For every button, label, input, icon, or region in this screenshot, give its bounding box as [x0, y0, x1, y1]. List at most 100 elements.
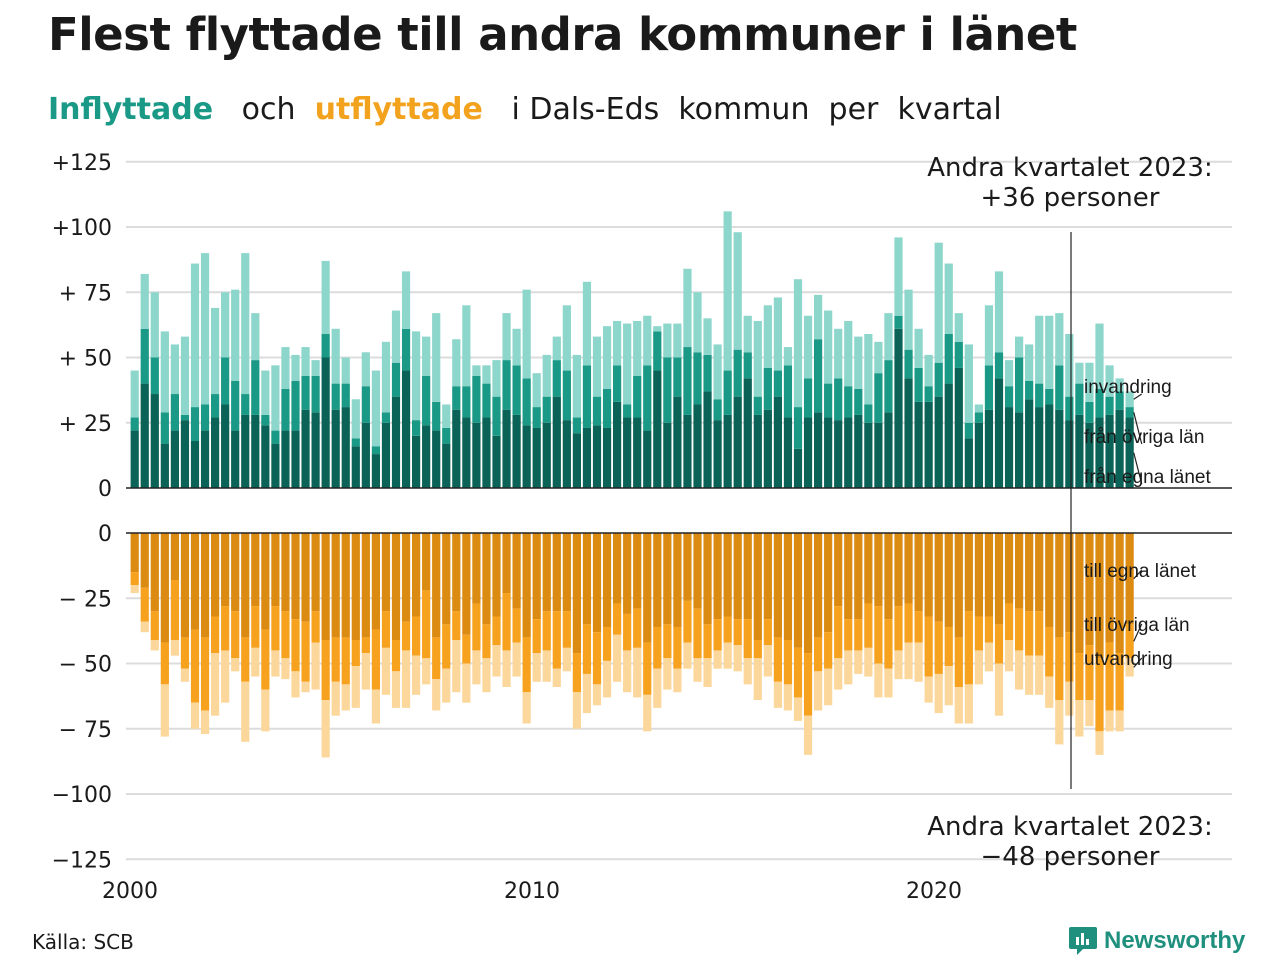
bar-in-own-county	[874, 422, 883, 488]
bar-in-immigration	[341, 357, 350, 384]
bar-in-immigration	[994, 271, 1004, 353]
bar-in-own-county	[301, 409, 310, 488]
bar-out-other-county	[502, 593, 511, 651]
bar-out-other-county	[1125, 624, 1134, 659]
bar-out-other-county	[613, 603, 622, 635]
bar-out-own-county	[1095, 533, 1104, 659]
bar-in-own-county	[723, 414, 732, 488]
bar-in-other-county	[1065, 396, 1074, 421]
bar-out-other-county	[1015, 608, 1024, 651]
bar-out-other-county	[1025, 611, 1034, 656]
chart-title: Flest flyttade till andra kommuner i län…	[48, 8, 1077, 61]
bar-out-own-county	[442, 533, 451, 625]
bar-in-other-county	[753, 396, 762, 415]
bar-in-own-county	[200, 430, 210, 488]
grid-lines	[126, 160, 1232, 861]
bar-out-other-county	[271, 606, 280, 651]
bar-out-own-county	[733, 533, 742, 620]
y-tick-label: 0	[98, 522, 112, 547]
bar-in-immigration	[793, 279, 803, 408]
bar-in-own-county	[673, 396, 682, 488]
bar-out-other-county	[653, 626, 662, 669]
bar-in-own-county	[341, 407, 350, 488]
bar-out-own-county	[864, 533, 873, 604]
bar-in-own-county	[1085, 422, 1094, 488]
bar-out-emigration	[552, 668, 561, 687]
bar-in-immigration	[1065, 334, 1074, 397]
bar-out-own-county	[391, 533, 401, 641]
bar-in-other-county	[211, 394, 220, 418]
bar-in-immigration	[934, 242, 943, 363]
bar-in-other-county	[140, 328, 149, 384]
bar-in-own-county	[401, 370, 411, 488]
newsworthy-logo[interactable]: Newsworthy	[1068, 924, 1245, 958]
bar-in-immigration	[361, 352, 370, 387]
bar-in-own-county	[653, 370, 662, 488]
bar-in-immigration	[311, 360, 320, 376]
bar-in-immigration	[824, 310, 833, 384]
bar-in-own-county	[130, 430, 139, 488]
bar-out-other-county	[894, 606, 903, 651]
bar-in-other-county	[200, 404, 210, 431]
bar-out-other-county	[693, 608, 702, 659]
bar-out-other-county	[412, 616, 421, 656]
bar-in-own-county	[1115, 409, 1124, 488]
bar-in-own-county	[954, 367, 963, 488]
bar-in-other-county	[391, 362, 401, 397]
bar-in-immigration	[241, 253, 250, 395]
bar-in-own-county	[974, 422, 983, 488]
subtitle-utflyttade: utflyttade	[314, 92, 483, 127]
bar-in-immigration	[1075, 362, 1084, 384]
bar-in-other-county	[1125, 407, 1134, 418]
bar-in-own-county	[241, 414, 250, 488]
bar-in-other-county	[693, 352, 702, 405]
annotation-bottom-line1: Andra kvartalet 2023:	[927, 812, 1212, 842]
bar-in-own-county	[321, 357, 330, 488]
bar-out-other-county	[281, 611, 290, 659]
bar-out-other-county	[964, 611, 973, 685]
bar-in-other-county	[160, 412, 169, 444]
y-tick-label: − 25	[59, 587, 112, 612]
bar-out-own-county	[984, 533, 994, 617]
bar-out-emigration	[281, 658, 290, 680]
bar-out-own-county	[643, 533, 652, 643]
bar-in-own-county	[984, 409, 994, 488]
bar-out-emigration	[773, 681, 782, 708]
bar-out-own-county	[633, 533, 642, 609]
bar-out-emigration	[211, 653, 220, 716]
bar-out-other-county	[190, 629, 200, 703]
bar-in-immigration	[200, 253, 210, 405]
bar-in-immigration	[834, 328, 843, 379]
bar-out-emigration	[653, 668, 662, 708]
bar-out-emigration	[442, 668, 451, 703]
bar-out-own-county	[251, 533, 260, 607]
bar-in-other-county	[834, 378, 843, 421]
bar-out-own-county	[894, 533, 903, 607]
bar-in-other-county	[854, 388, 863, 415]
bar-out-emigration	[974, 650, 983, 685]
bar-out-emigration	[673, 668, 682, 693]
bar-out-other-county	[361, 637, 370, 654]
bar-in-immigration	[753, 320, 762, 397]
bar-out-emigration	[1095, 731, 1104, 755]
bar-in-own-county	[914, 401, 923, 488]
bar-out-own-county	[743, 533, 752, 620]
bar-in-other-county	[914, 367, 923, 402]
bar-out-emigration	[422, 658, 431, 685]
bar-out-other-county	[251, 606, 260, 648]
bar-out-own-county	[924, 533, 933, 617]
bar-out-emigration	[582, 673, 592, 714]
bar-out-own-county	[1025, 533, 1034, 612]
bar-out-emigration	[1045, 676, 1054, 708]
bar-out-other-county	[723, 616, 732, 643]
bar-out-emigration	[542, 650, 551, 682]
bar-in-other-county	[522, 378, 531, 426]
bar-in-own-county	[633, 417, 642, 488]
bar-in-other-county	[874, 373, 883, 423]
bar-in-own-county	[623, 417, 632, 488]
bar-in-own-county	[663, 422, 672, 488]
bar-in-immigration	[422, 336, 431, 376]
x-tick-label: 2010	[504, 879, 560, 904]
bar-in-immigration	[723, 211, 732, 371]
bar-in-immigration	[542, 354, 551, 397]
